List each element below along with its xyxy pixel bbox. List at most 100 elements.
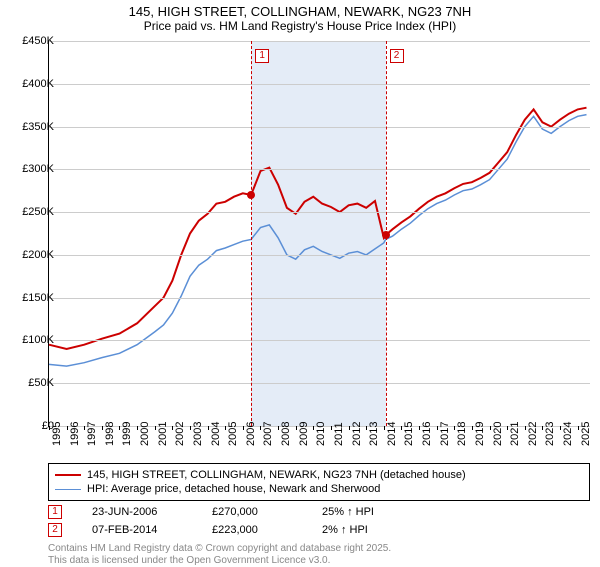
x-tick <box>525 426 526 430</box>
x-tick <box>243 426 244 430</box>
x-tick <box>155 426 156 430</box>
x-axis-label: 2003 <box>192 422 204 446</box>
x-axis-label: 2006 <box>245 422 257 446</box>
sale-row: 1 23-JUN-2006 £270,000 25% ↑ HPI <box>48 505 590 519</box>
sale-marker-line <box>251 41 252 426</box>
chart-subtitle: Price paid vs. HM Land Registry's House … <box>0 19 600 33</box>
sale-row-marker: 2 <box>48 523 62 537</box>
x-axis-label: 2020 <box>492 422 504 446</box>
y-axis-label: £200K <box>8 249 54 261</box>
x-axis-label: 2012 <box>351 422 363 446</box>
gridline <box>49 298 590 299</box>
chart-plot-area: 12 <box>48 41 590 427</box>
x-tick <box>208 426 209 430</box>
gridline <box>49 255 590 256</box>
x-tick <box>67 426 68 430</box>
y-axis-label: £350K <box>8 121 54 133</box>
sale-marker-dot <box>247 191 255 199</box>
x-tick <box>349 426 350 430</box>
sale-marker-label: 2 <box>390 49 404 63</box>
y-axis-label: £300K <box>8 163 54 175</box>
y-axis-label: £50K <box>8 377 54 389</box>
gridline <box>49 127 590 128</box>
legend-swatch <box>55 489 81 490</box>
x-axis-label: 2010 <box>315 422 327 446</box>
gridline <box>49 212 590 213</box>
x-tick <box>490 426 491 430</box>
x-axis-label: 2015 <box>403 422 415 446</box>
sale-date: 23-JUN-2006 <box>92 506 182 518</box>
x-axis-label: 1999 <box>121 422 133 446</box>
x-tick <box>278 426 279 430</box>
x-axis-label: 2024 <box>562 422 574 446</box>
y-axis-label: £400K <box>8 78 54 90</box>
x-tick <box>102 426 103 430</box>
y-axis-label: £100K <box>8 334 54 346</box>
x-axis-label: 1995 <box>51 422 63 446</box>
x-axis-label: 2022 <box>527 422 539 446</box>
x-tick <box>331 426 332 430</box>
x-axis-label: 2025 <box>580 422 592 446</box>
chart-title: 145, HIGH STREET, COLLINGHAM, NEWARK, NG… <box>0 0 600 19</box>
gridline <box>49 169 590 170</box>
sale-hpi-delta: 25% ↑ HPI <box>322 506 374 518</box>
sale-date: 07-FEB-2014 <box>92 524 182 536</box>
y-axis-label: £150K <box>8 292 54 304</box>
y-axis-label: £450K <box>8 35 54 47</box>
legend-item: 145, HIGH STREET, COLLINGHAM, NEWARK, NG… <box>55 468 583 482</box>
x-tick <box>578 426 579 430</box>
x-tick <box>472 426 473 430</box>
legend-swatch <box>55 474 81 476</box>
gridline <box>49 383 590 384</box>
sale-marker-dot <box>382 231 390 239</box>
x-axis-label: 1997 <box>86 422 98 446</box>
footer-line-1: Contains HM Land Registry data © Crown c… <box>48 543 590 555</box>
x-axis-label: 1996 <box>69 422 81 446</box>
gridline <box>49 41 590 42</box>
x-axis-label: 2000 <box>139 422 151 446</box>
x-axis-label: 2007 <box>262 422 274 446</box>
sale-price: £223,000 <box>212 524 292 536</box>
x-axis-label: 2004 <box>210 422 222 446</box>
chart-lines <box>49 41 590 426</box>
legend: 145, HIGH STREET, COLLINGHAM, NEWARK, NG… <box>48 463 590 501</box>
sale-marker-label: 1 <box>255 49 269 63</box>
sales-list: 1 23-JUN-2006 £270,000 25% ↑ HPI 2 07-FEB… <box>0 505 600 537</box>
sale-price: £270,000 <box>212 506 292 518</box>
footer-attribution: Contains HM Land Registry data © Crown c… <box>48 543 590 567</box>
y-axis-label: £0 <box>8 420 54 432</box>
x-axis-label: 2005 <box>227 422 239 446</box>
x-axis-label: 2017 <box>439 422 451 446</box>
series-line-property <box>49 108 587 349</box>
x-axis-label: 2014 <box>386 422 398 446</box>
gridline <box>49 84 590 85</box>
sale-row: 2 07-FEB-2014 £223,000 2% ↑ HPI <box>48 523 590 537</box>
x-axis-label: 2021 <box>509 422 521 446</box>
x-axis-label: 2011 <box>333 422 345 446</box>
x-tick <box>296 426 297 430</box>
x-tick <box>560 426 561 430</box>
x-axis-label: 2019 <box>474 422 486 446</box>
x-axis-label: 2008 <box>280 422 292 446</box>
x-tick <box>419 426 420 430</box>
x-axis-label: 2001 <box>157 422 169 446</box>
x-axis-label: 2009 <box>298 422 310 446</box>
x-axis-label: 2013 <box>368 422 380 446</box>
legend-item: HPI: Average price, detached house, Newa… <box>55 482 583 496</box>
x-tick <box>137 426 138 430</box>
x-axis-label: 2018 <box>456 422 468 446</box>
x-tick <box>190 426 191 430</box>
y-axis-label: £250K <box>8 206 54 218</box>
gridline <box>49 340 590 341</box>
x-axis-label: 2023 <box>544 422 556 446</box>
sale-hpi-delta: 2% ↑ HPI <box>322 524 368 536</box>
legend-label: 145, HIGH STREET, COLLINGHAM, NEWARK, NG… <box>87 469 466 481</box>
x-axis-label: 2016 <box>421 422 433 446</box>
x-tick <box>384 426 385 430</box>
sale-row-marker: 1 <box>48 505 62 519</box>
footer-line-2: This data is licensed under the Open Gov… <box>48 555 590 567</box>
x-axis-label: 2002 <box>174 422 186 446</box>
x-axis-label: 1998 <box>104 422 116 446</box>
legend-label: HPI: Average price, detached house, Newa… <box>87 483 380 495</box>
x-tick <box>437 426 438 430</box>
